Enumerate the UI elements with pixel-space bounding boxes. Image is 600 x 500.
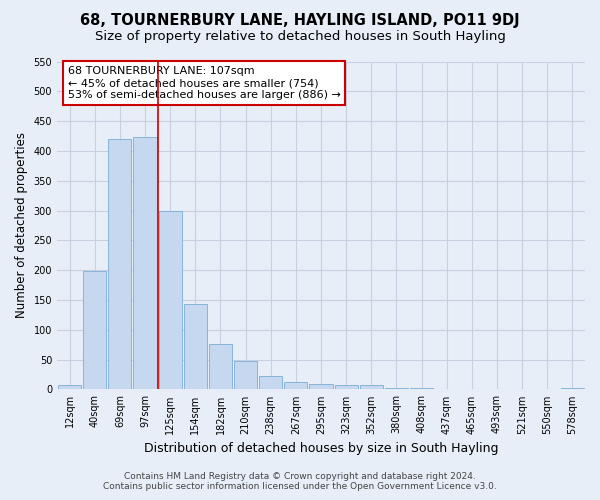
Bar (561, 388, 584, 390)
Bar (284, 382, 307, 390)
Text: 68 TOURNERBURY LANE: 107sqm
← 45% of detached houses are smaller (754)
53% of se: 68 TOURNERBURY LANE: 107sqm ← 45% of det… (68, 66, 340, 100)
Bar (385, 388, 408, 390)
Bar (58, 384, 81, 390)
Bar (184, 304, 207, 390)
X-axis label: Distribution of detached houses by size in South Hayling: Distribution of detached houses by size … (144, 442, 498, 455)
Bar (310, 384, 332, 390)
Bar (209, 344, 232, 390)
Bar (360, 386, 383, 390)
Bar (410, 388, 433, 390)
Bar (133, 137, 157, 390)
Bar (158, 210, 182, 390)
Bar (83, 272, 106, 390)
Text: Contains HM Land Registry data © Crown copyright and database right 2024.
Contai: Contains HM Land Registry data © Crown c… (103, 472, 497, 491)
Bar (335, 384, 358, 390)
Bar (259, 376, 283, 390)
Y-axis label: Number of detached properties: Number of detached properties (15, 132, 28, 318)
Text: Size of property relative to detached houses in South Hayling: Size of property relative to detached ho… (95, 30, 505, 43)
Bar (109, 139, 131, 390)
Text: 68, TOURNERBURY LANE, HAYLING ISLAND, PO11 9DJ: 68, TOURNERBURY LANE, HAYLING ISLAND, PO… (80, 12, 520, 28)
Bar (234, 361, 257, 390)
